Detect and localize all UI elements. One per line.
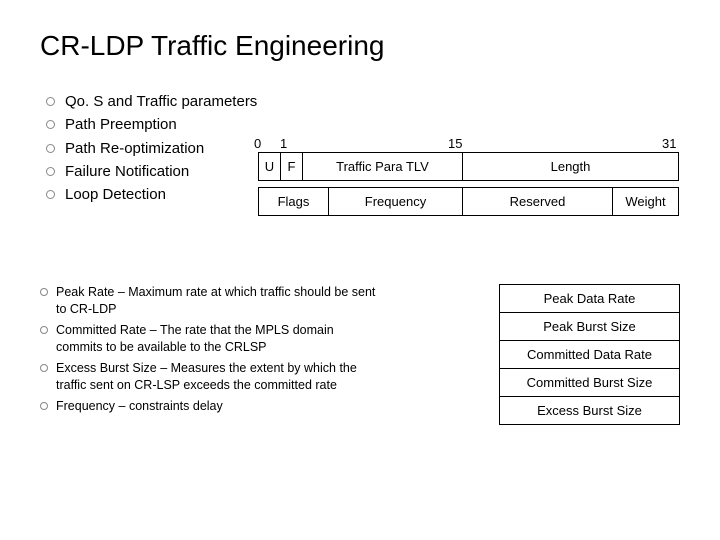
bullet-text: Path Re-optimization bbox=[65, 137, 204, 160]
tlv-stack-cell: Peak Burst Size bbox=[500, 313, 680, 341]
definition-item: Excess Burst Size – Measures the extent … bbox=[40, 360, 380, 394]
tlv-row-1: U F Traffic Para TLV Length bbox=[259, 153, 679, 181]
definition-item: Committed Rate – The rate that the MPLS … bbox=[40, 322, 380, 356]
bullet-item: Loop Detection bbox=[46, 183, 257, 206]
definition-text: Frequency – constraints delay bbox=[56, 398, 223, 415]
page-title: CR-LDP Traffic Engineering bbox=[40, 30, 680, 62]
tlv-stack-cell: Committed Burst Size bbox=[500, 369, 680, 397]
bit-label-1: 1 bbox=[280, 136, 287, 151]
tlv-f-field: F bbox=[281, 153, 303, 181]
feature-bullets: Qo. S and Traffic parameters Path Preemp… bbox=[40, 90, 257, 206]
tlv-flags-field: Flags bbox=[259, 188, 329, 216]
definition-text: Excess Burst Size – Measures the extent … bbox=[56, 360, 380, 394]
definition-text: Committed Rate – The rate that the MPLS … bbox=[56, 322, 380, 356]
bullet-item: Failure Notification bbox=[46, 160, 257, 183]
bullet-text: Qo. S and Traffic parameters bbox=[65, 90, 257, 113]
tlv-stack-cell: Excess Burst Size bbox=[500, 397, 680, 425]
tlv-diagram: 0 1 15 31 U F Traffic Para TLV Length Fl… bbox=[258, 136, 679, 216]
bit-label-31: 31 bbox=[662, 136, 676, 151]
lower-region: Peak Rate – Maximum rate at which traffi… bbox=[40, 284, 680, 425]
definition-item: Frequency – constraints delay bbox=[40, 398, 380, 415]
tlv-stack-cell: Peak Data Rate bbox=[500, 285, 680, 313]
bullet-text: Loop Detection bbox=[65, 183, 166, 206]
tlv-header-table: U F Traffic Para TLV Length bbox=[258, 152, 679, 181]
tlv-row-2: Flags Frequency Reserved Weight bbox=[259, 188, 679, 216]
bit-label-15: 15 bbox=[448, 136, 462, 151]
tlv-weight-field: Weight bbox=[613, 188, 679, 216]
bullet-text: Path Preemption bbox=[65, 113, 177, 136]
tlv-rate-stack: Peak Data Rate Peak Burst Size Committed… bbox=[499, 284, 680, 425]
bullet-text: Failure Notification bbox=[65, 160, 189, 183]
definition-list: Peak Rate – Maximum rate at which traffi… bbox=[40, 284, 380, 418]
bullet-item: Path Preemption bbox=[46, 113, 257, 136]
tlv-type-field: Traffic Para TLV bbox=[303, 153, 463, 181]
tlv-u-field: U bbox=[259, 153, 281, 181]
tlv-row2-table: Flags Frequency Reserved Weight bbox=[258, 187, 679, 216]
bit-offset-labels: 0 1 15 31 bbox=[258, 136, 679, 152]
bullet-item: Qo. S and Traffic parameters bbox=[46, 90, 257, 113]
definition-item: Peak Rate – Maximum rate at which traffi… bbox=[40, 284, 380, 318]
tlv-frequency-field: Frequency bbox=[329, 188, 463, 216]
tlv-stack-cell: Committed Data Rate bbox=[500, 341, 680, 369]
tlv-reserved-field: Reserved bbox=[463, 188, 613, 216]
bullet-item: Path Re-optimization bbox=[46, 137, 257, 160]
tlv-length-field: Length bbox=[463, 153, 679, 181]
bit-label-0: 0 bbox=[254, 136, 261, 151]
definition-text: Peak Rate – Maximum rate at which traffi… bbox=[56, 284, 380, 318]
